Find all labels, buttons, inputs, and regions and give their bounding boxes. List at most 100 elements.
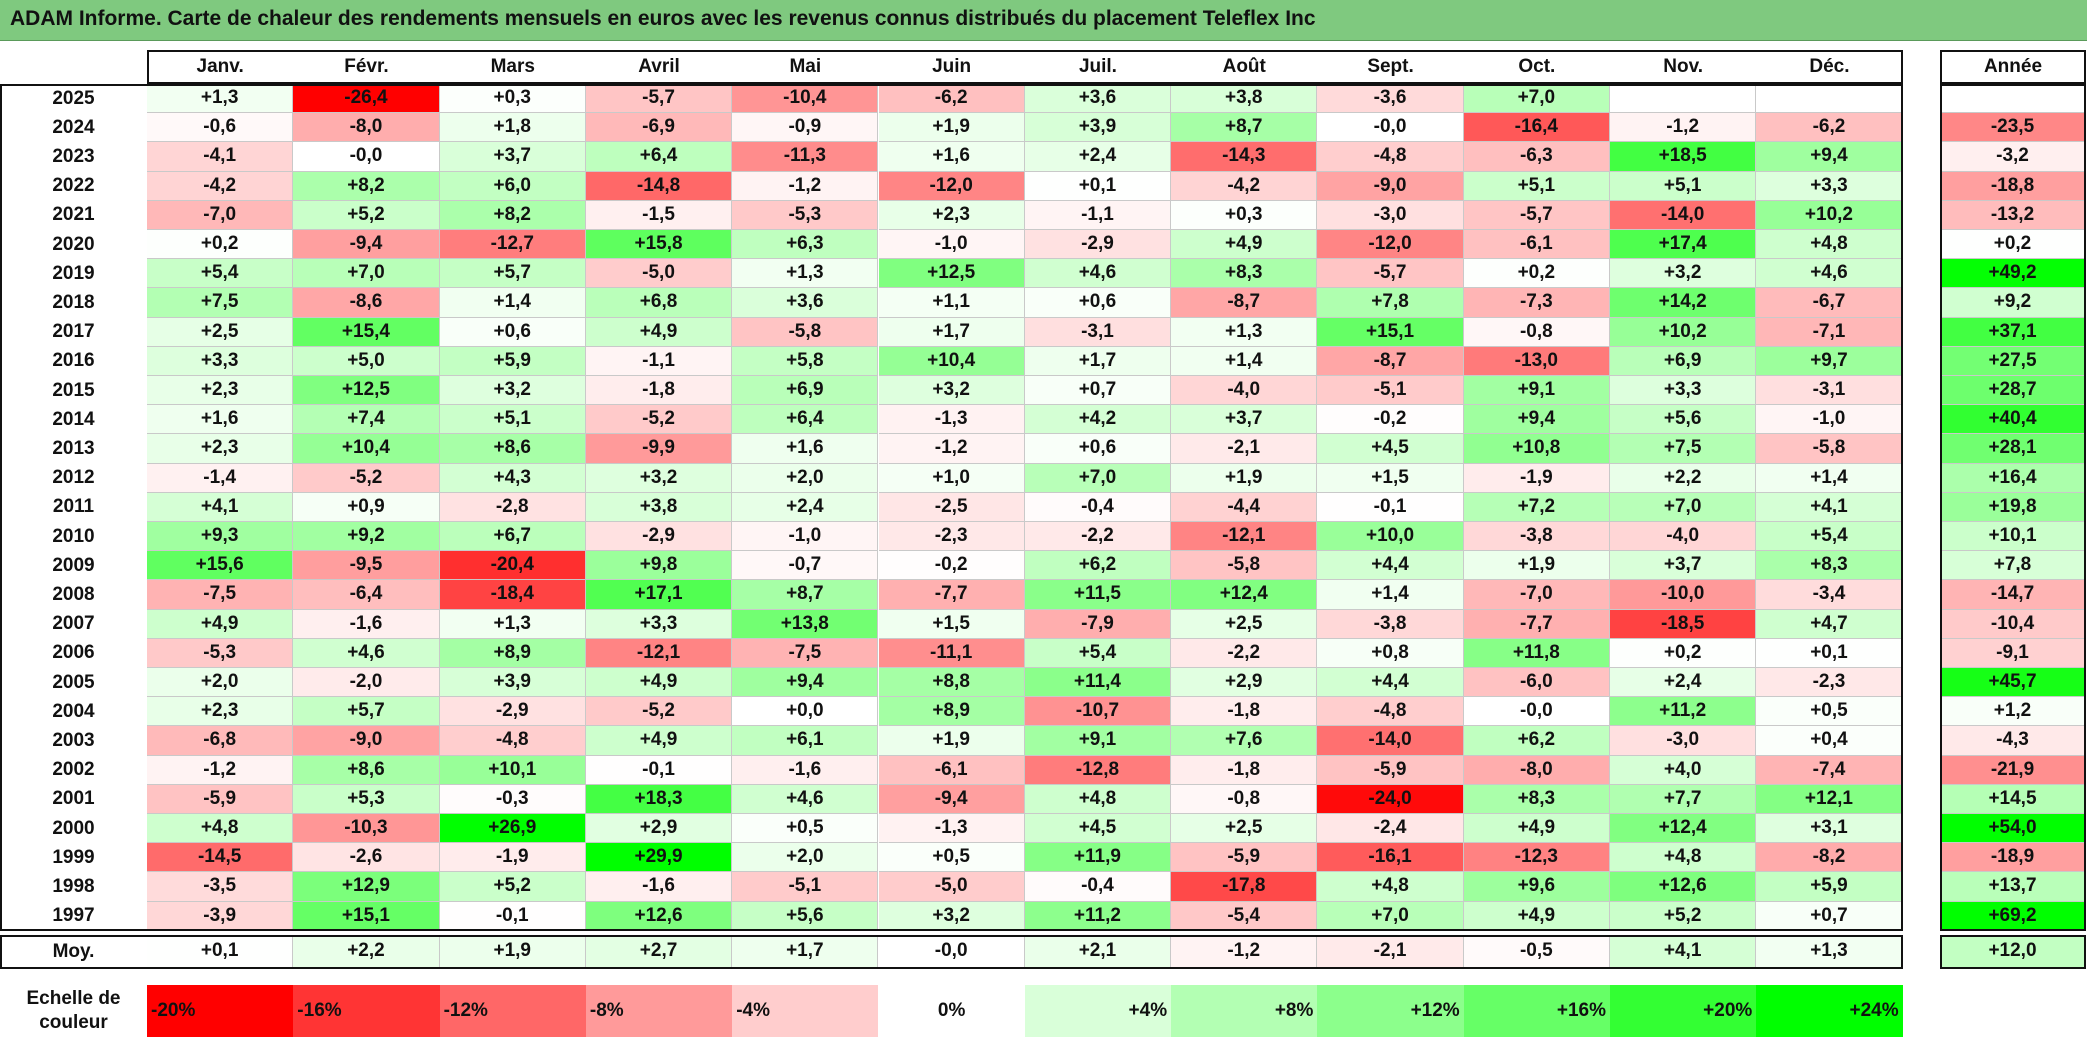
heatmap-cell: -12,8 [1024, 755, 1172, 785]
heatmap-cell: -3,8 [1317, 609, 1464, 639]
heatmap-cell: -2,9 [1024, 230, 1172, 260]
color-scale-step: +20% [1610, 984, 1757, 1037]
heatmap-cell: -1,8 [585, 376, 733, 406]
heatmap-cell: -12,1 [585, 638, 733, 668]
average-cell: +4,1 [1610, 934, 1757, 969]
heatmap-cell: +8,7 [732, 580, 879, 610]
heatmap-cell: +7,0 [293, 259, 440, 289]
heatmap-cell: +15,4 [293, 317, 440, 347]
heatmap-cell: +2,3 [147, 434, 294, 464]
heatmap-cell: -0,6 [147, 113, 294, 143]
heatmap-cell: +2,3 [147, 697, 294, 727]
heatmap-cell: +4,9 [585, 317, 733, 347]
heatmap-cell: -5,8 [1756, 434, 1903, 464]
heatmap-cell: +9,4 [1756, 142, 1903, 172]
heatmap-cell: +2,5 [1171, 814, 1318, 844]
year-label: 2016 [52, 350, 95, 372]
heatmap-cell: +5,6 [732, 901, 879, 931]
heatmap-cell: +4,1 [147, 492, 294, 522]
annual-cell: -9,1 [1940, 638, 2086, 668]
heatmap-cell: -2,3 [878, 522, 1025, 552]
heatmap-cell: -13,0 [1463, 346, 1610, 376]
heatmap-cell: -4,4 [1171, 492, 1318, 522]
heatmap-cell: -1,5 [585, 200, 733, 230]
heatmap-cell: -6,2 [878, 84, 1025, 114]
heatmap-cell: +4,7 [1756, 609, 1903, 639]
annual-cell: +37,1 [1940, 317, 2086, 347]
heatmap-cell: -8,7 [1171, 288, 1318, 318]
heatmap-cell: -1,1 [585, 346, 733, 376]
heatmap-cell: +5,4 [1756, 522, 1903, 552]
average-cell: +1,7 [732, 934, 879, 969]
heatmap-cell: +4,3 [439, 463, 586, 493]
heatmap-cell: +4,9 [585, 668, 733, 698]
color-scale-step: 0% [878, 984, 1025, 1037]
heatmap-cell: -3,1 [1024, 317, 1172, 347]
heatmap-cell: +1,9 [878, 113, 1025, 143]
heatmap-cell: +0,1 [1024, 171, 1172, 201]
heatmap-cell: -12,0 [878, 171, 1025, 201]
heatmap-cell: -1,9 [1463, 463, 1610, 493]
heatmap-cell: -3,6 [1317, 84, 1464, 114]
heatmap-cell: -8,7 [1317, 346, 1464, 376]
annual-cell: +14,5 [1940, 784, 2086, 814]
heatmap-cell: +15,1 [293, 901, 440, 931]
heatmap-cell: -5,0 [585, 259, 733, 289]
heatmap-cell: +0,2 [1463, 259, 1610, 289]
heatmap-cell: -12,0 [1317, 230, 1464, 260]
heatmap-cell: -6,0 [1463, 668, 1610, 698]
heatmap-cell: +2,3 [878, 200, 1025, 230]
heatmap-cell: +11,8 [1463, 638, 1610, 668]
color-scale-label-line2: couleur [39, 1011, 108, 1033]
heatmap-cell: -5,1 [1317, 376, 1464, 406]
average-label: Moy. [52, 940, 95, 962]
heatmap-cell: +3,7 [1610, 551, 1757, 581]
heatmap-cell: +3,2 [1610, 259, 1757, 289]
month-header: Mars [490, 56, 535, 77]
heatmap-cell: -4,0 [1171, 376, 1318, 406]
heatmap-cell: +4,9 [585, 726, 733, 756]
heatmap-cell: +11,9 [1024, 843, 1172, 873]
heatmap-cell: +2,4 [1024, 142, 1172, 172]
heatmap-cell: -4,8 [439, 726, 586, 756]
heatmap-cell: +4,0 [1610, 755, 1757, 785]
heatmap-cell: +4,5 [1024, 814, 1172, 844]
heatmap-cell: +2,0 [732, 843, 879, 873]
heatmap-cell: +4,9 [147, 609, 294, 639]
title-bar: ADAM Informe. Carte de chaleur des rende… [0, 0, 2087, 41]
heatmap-cell: +0,6 [1024, 434, 1172, 464]
heatmap-cell: +6,4 [732, 405, 879, 435]
heatmap-cell: +3,7 [439, 142, 586, 172]
heatmap-cell: +1,4 [1317, 580, 1464, 610]
heatmap-cell: +8,6 [293, 755, 440, 785]
heatmap-cell: -0,8 [1171, 784, 1318, 814]
heatmap-cell: -11,3 [732, 142, 879, 172]
annual-cell: +19,8 [1940, 492, 2086, 522]
heatmap-cell: -1,0 [732, 522, 879, 552]
heatmap-cell: -5,2 [585, 697, 733, 727]
heatmap-cell: -3,1 [1756, 376, 1903, 406]
heatmap-cell: +10,2 [1610, 317, 1757, 347]
heatmap-cell: -3,9 [147, 901, 294, 931]
heatmap-cell: -2,2 [1171, 638, 1318, 668]
annual-cell: +49,2 [1940, 259, 2086, 289]
heatmap-cell: +0,1 [1756, 638, 1903, 668]
heatmap-cell: -11,1 [878, 638, 1025, 668]
heatmap-cell: -7,1 [1756, 317, 1903, 347]
heatmap-cell: +18,5 [1610, 142, 1757, 172]
average-cell: +2,1 [1024, 934, 1172, 969]
heatmap-cell: +10,2 [1756, 200, 1903, 230]
heatmap-cell: +6,9 [732, 376, 879, 406]
heatmap-cell: +4,6 [732, 784, 879, 814]
heatmap-cell: +8,3 [1756, 551, 1903, 581]
heatmap-cell: +7,4 [293, 405, 440, 435]
heatmap-cell: -5,9 [1317, 755, 1464, 785]
heatmap-cell: -0,4 [1024, 872, 1172, 902]
heatmap-cell: -3,0 [1317, 200, 1464, 230]
annual-cell: +1,2 [1940, 697, 2086, 727]
heatmap-cell: +3,8 [585, 492, 733, 522]
heatmap-cell: +5,4 [1024, 638, 1172, 668]
heatmap-cell: +7,0 [1024, 463, 1172, 493]
year-label: 2005 [52, 671, 95, 693]
year-label: 1997 [52, 905, 95, 927]
